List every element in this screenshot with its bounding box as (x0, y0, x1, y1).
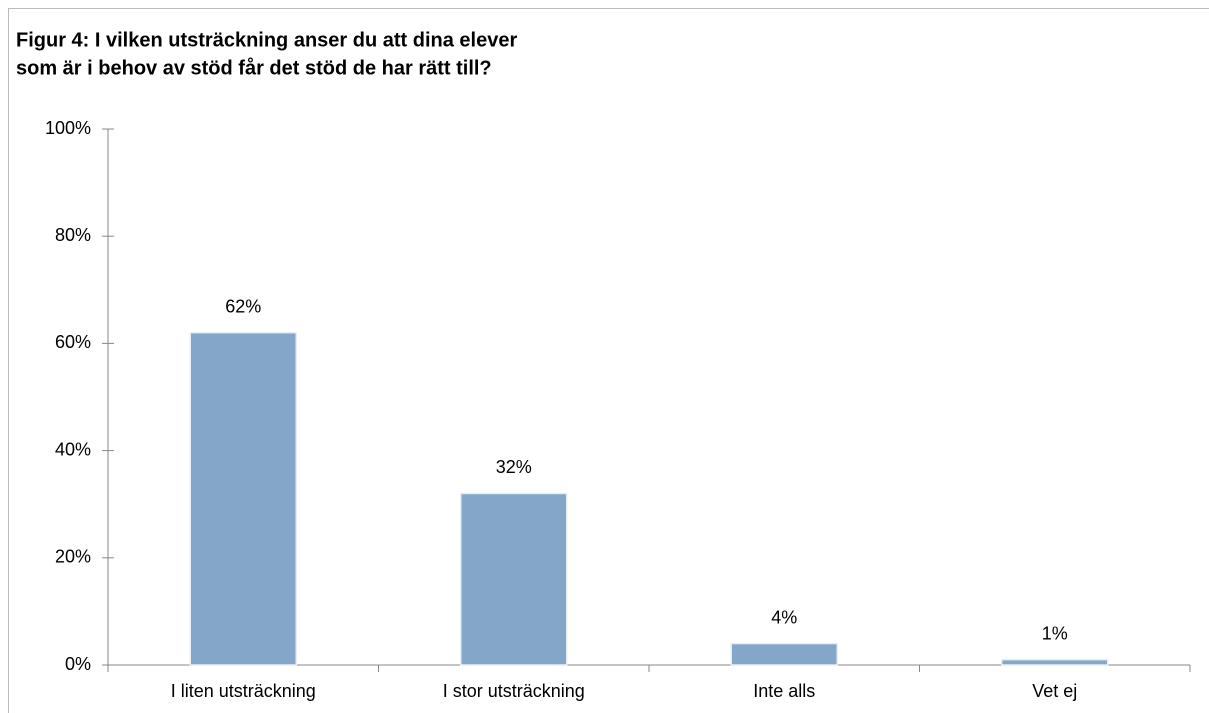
bar (730, 642, 838, 666)
x-tick-label: Inte alls (753, 681, 815, 701)
x-tick-label: I liten utsträckning (171, 681, 316, 701)
data-label: 1% (1042, 623, 1068, 643)
chart-title: som är i behov av stöd får det stöd de h… (16, 56, 492, 79)
y-tick-label: 60% (55, 332, 91, 352)
y-tick-label: 40% (55, 439, 91, 459)
x-tick-label: I stor utsträckning (443, 681, 585, 701)
data-label: 32% (496, 457, 532, 477)
data-label: 4% (771, 607, 797, 627)
bar (460, 492, 568, 666)
y-tick-label: 20% (55, 547, 91, 567)
chart-frame (8, 8, 1209, 713)
x-tick-label: Vet ej (1032, 681, 1077, 701)
bar (1001, 658, 1109, 666)
bar (189, 331, 297, 666)
y-tick-label: 0% (65, 654, 91, 674)
data-label: 62% (225, 296, 261, 316)
chart-title: Figur 4: I vilken utsträckning anser du … (16, 29, 517, 51)
y-tick-label: 80% (55, 225, 91, 245)
y-tick-label: 100% (45, 118, 91, 138)
